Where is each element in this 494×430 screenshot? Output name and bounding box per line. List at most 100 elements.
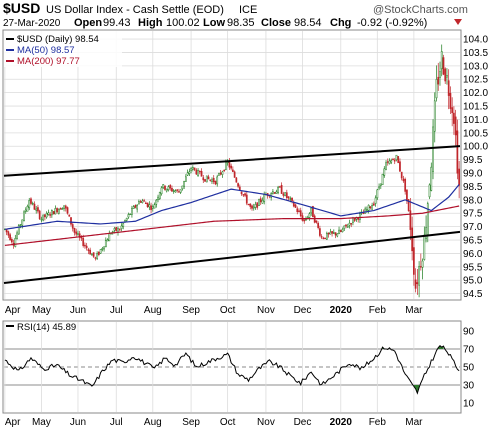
price-candle xyxy=(96,253,98,259)
rsi-y-tick: 50 xyxy=(463,363,475,374)
down-arrow-icon xyxy=(454,19,462,25)
price-candle xyxy=(136,204,139,210)
price-candle xyxy=(138,201,140,205)
price-candle xyxy=(327,233,330,235)
price-candle xyxy=(202,177,205,181)
price-candle xyxy=(51,209,53,216)
price-candle xyxy=(413,247,415,275)
price-candle xyxy=(284,192,286,196)
price-candle xyxy=(244,193,246,196)
price-candle xyxy=(338,229,340,235)
price-candle xyxy=(174,190,177,193)
price-candle xyxy=(91,253,93,256)
price-candle xyxy=(16,232,18,239)
price-candle xyxy=(352,217,354,223)
price-candle xyxy=(346,226,349,228)
price-candle xyxy=(372,203,375,206)
price-candle xyxy=(171,187,173,192)
price-candle xyxy=(160,187,163,195)
price-candle xyxy=(155,199,158,205)
rsi-x-axis: Apr May Jun Jul Aug Sep Oct Nov Dec 2020 Feb Mar xyxy=(5,417,423,428)
price-candle xyxy=(45,213,48,218)
price-candle xyxy=(374,197,377,204)
price-candle xyxy=(101,248,104,250)
legend-label: $USD (Daily) 98.54 xyxy=(17,34,99,45)
price-candle xyxy=(40,218,43,221)
price-candle xyxy=(453,112,455,124)
price-candle xyxy=(204,179,206,182)
rsi-panel: 90 70 50 30 10 RSI(14) 45.89 xyxy=(2,320,475,414)
price-candle xyxy=(254,204,257,208)
price-candle xyxy=(237,183,239,187)
price-candles xyxy=(4,44,460,298)
price-candle xyxy=(393,159,396,162)
legend-swatch xyxy=(6,49,14,51)
price-candle xyxy=(425,227,427,239)
price-candle xyxy=(221,171,224,175)
price-candle xyxy=(113,228,116,231)
price-candle xyxy=(164,185,166,190)
price-candle xyxy=(188,171,191,174)
price-panel: 104.0 103.5 103.0 102.5 102.0 101.5 101.0 100.5… xyxy=(2,29,488,301)
price-candle xyxy=(251,205,253,209)
price-candle xyxy=(395,154,398,160)
price-candle xyxy=(390,160,393,163)
price-candle xyxy=(209,179,212,181)
price-candle xyxy=(193,167,196,170)
price-candle xyxy=(359,213,361,220)
high-value: 100.02 xyxy=(166,17,200,29)
price-candle xyxy=(280,184,283,194)
price-candle xyxy=(26,205,29,212)
price-candle xyxy=(219,172,222,175)
price-x-tick: Oct xyxy=(220,305,236,316)
price-candle xyxy=(70,217,72,225)
price-candle xyxy=(240,191,243,195)
price-candle xyxy=(87,249,90,251)
price-candle xyxy=(324,237,326,239)
price-candle xyxy=(247,203,250,206)
price-candle xyxy=(345,224,347,227)
high-label: High xyxy=(138,17,163,29)
price-candle xyxy=(285,192,288,198)
price-candle xyxy=(419,266,422,268)
price-x-axis: Apr May Jun Jul Aug Sep Oct Nov Dec 2020 Feb Mar xyxy=(5,305,423,316)
ma200-line xyxy=(4,205,460,246)
price-candle xyxy=(118,229,121,231)
rsi-y-tick: 70 xyxy=(463,345,475,356)
price-candle xyxy=(17,225,20,235)
price-candle xyxy=(263,194,266,202)
price-y-tick: 97.5 xyxy=(463,209,483,220)
price-candle xyxy=(378,186,380,189)
date-label: 27-Mar-2020 xyxy=(3,18,61,29)
price-candle xyxy=(433,100,436,132)
price-candle xyxy=(157,196,159,200)
low-label: Low xyxy=(203,17,225,29)
price-candle xyxy=(214,180,217,185)
price-candle xyxy=(205,175,208,183)
price-candle xyxy=(117,228,119,233)
price-candle xyxy=(336,233,339,237)
price-candle xyxy=(89,249,92,255)
price-candle xyxy=(259,198,262,203)
price-candle xyxy=(230,165,232,169)
price-candle xyxy=(150,205,152,210)
rsi-legend-label: RSI(14) 45.89 xyxy=(17,322,76,333)
price-candle xyxy=(287,196,290,199)
rsi-legend-swatch xyxy=(6,325,14,327)
symbol-label: $USD xyxy=(3,0,40,16)
rsi-x-tick: Jul xyxy=(110,417,123,428)
price-candle xyxy=(449,93,452,109)
price-y-tick: 101.0 xyxy=(463,115,488,126)
price-x-tick: Jun xyxy=(70,305,86,316)
rsi-y-tick: 10 xyxy=(463,399,475,410)
price-candle xyxy=(158,191,161,200)
price-y-axis: 104.0 103.5 103.0 102.5 102.0 101.5 101.0 100.5… xyxy=(463,35,488,301)
price-candle xyxy=(14,238,17,247)
price-y-tick: 99.0 xyxy=(463,169,483,180)
price-candle xyxy=(212,177,215,183)
price-y-tick: 98.5 xyxy=(463,182,483,193)
rsi-legend: RSI(14) 45.89 xyxy=(6,322,76,333)
price-candle xyxy=(185,176,187,182)
price-candle xyxy=(63,205,65,209)
